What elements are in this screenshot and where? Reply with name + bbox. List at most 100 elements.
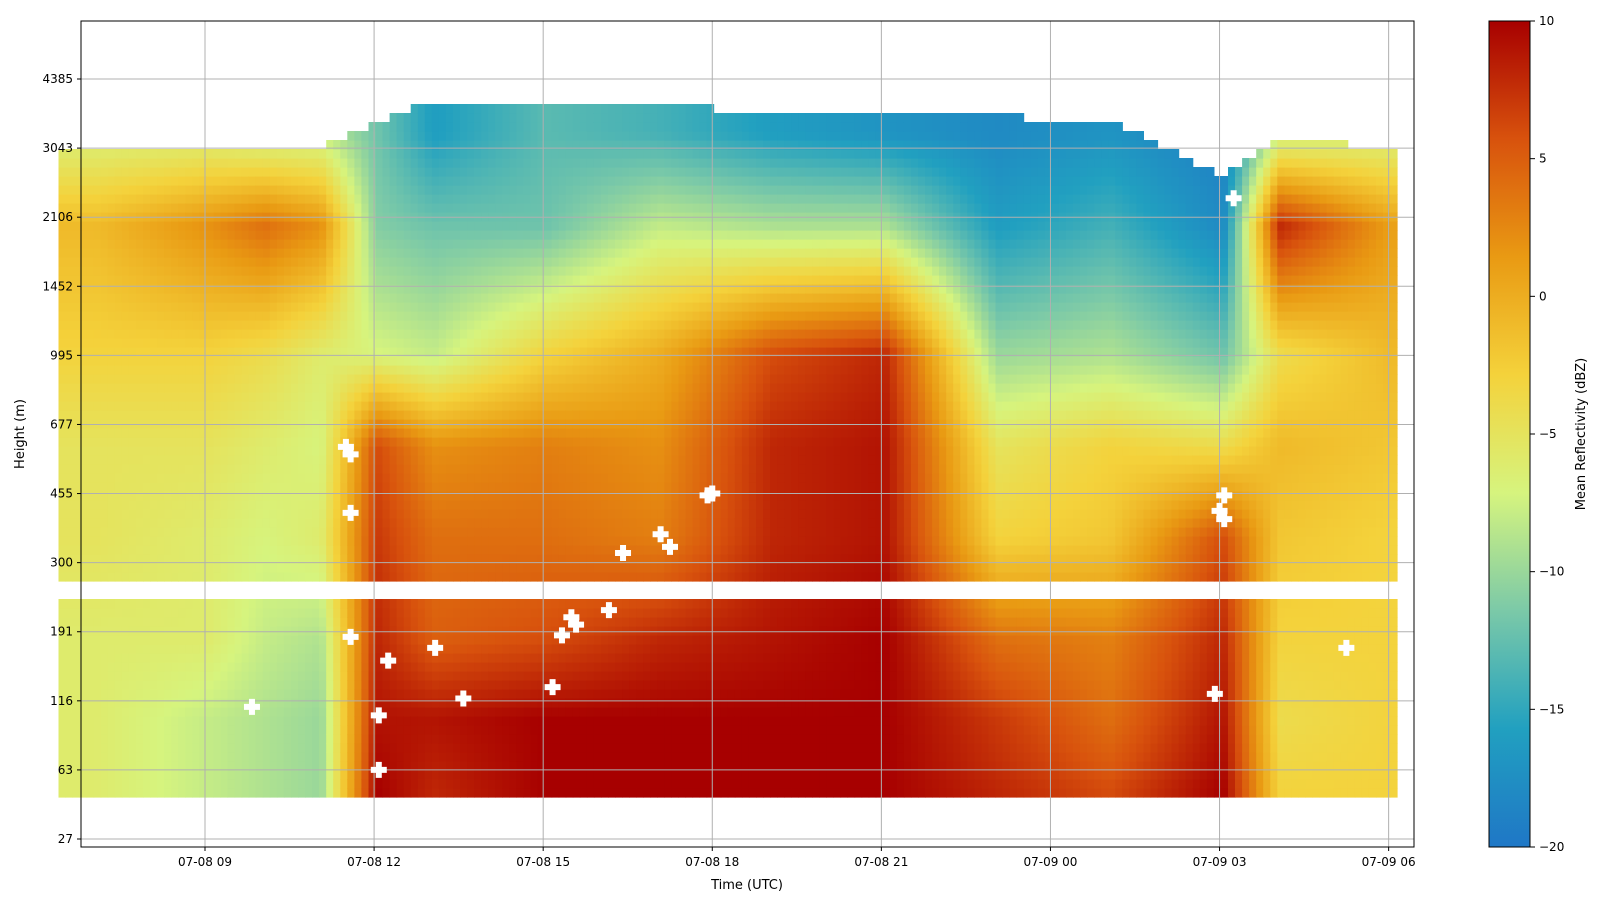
heatmap-cell: [453, 257, 461, 267]
heatmap-cell: [136, 410, 144, 420]
heatmap-cell: [276, 473, 285, 483]
heatmap-cell: [128, 356, 137, 366]
heatmap-cell: [403, 410, 412, 420]
heatmap-cell: [234, 365, 243, 375]
heatmap-cell: [424, 608, 433, 618]
heatmap-cell: [157, 230, 165, 240]
heatmap-cell: [58, 302, 67, 312]
heatmap-cell: [453, 266, 461, 276]
heatmap-cell: [72, 689, 81, 699]
heatmap-cell: [72, 617, 81, 627]
heatmap-cell: [347, 428, 355, 438]
heatmap-cell: [255, 671, 264, 681]
heatmap-cell: [333, 203, 341, 213]
heatmap-cell: [298, 356, 306, 366]
heatmap-cell: [396, 626, 405, 636]
heatmap-cell: [481, 563, 489, 573]
heatmap-cell: [86, 302, 95, 312]
heatmap-cell: [93, 761, 102, 771]
heatmap-cell: [537, 284, 546, 294]
heatmap-cell: [213, 509, 222, 519]
heatmap-cell: [255, 635, 264, 645]
heatmap-cell: [354, 554, 362, 564]
heatmap-cell: [185, 599, 193, 609]
heatmap-cell: [523, 500, 532, 510]
heatmap-cell: [382, 698, 391, 708]
heatmap-cell: [150, 356, 158, 366]
heatmap-cell: [382, 275, 391, 285]
heatmap-cell: [523, 149, 532, 159]
heatmap-cell: [206, 761, 214, 771]
heatmap-cell: [298, 509, 306, 519]
heatmap-cell: [107, 770, 116, 780]
heatmap-cell: [192, 365, 200, 375]
heatmap-cell: [114, 563, 123, 573]
heatmap-cell: [516, 275, 524, 285]
heatmap-cell: [128, 203, 137, 213]
heatmap-cell: [93, 689, 102, 699]
heatmap-cell: [276, 428, 285, 438]
heatmap-cell: [136, 752, 144, 762]
heatmap-cell: [150, 473, 158, 483]
heatmap-cell: [291, 383, 299, 393]
heatmap-cell: [220, 419, 229, 429]
heatmap-cell: [283, 734, 292, 744]
heatmap-cell: [114, 626, 123, 636]
heatmap-cell: [368, 203, 377, 213]
heatmap-cell: [262, 203, 271, 213]
heatmap-cell: [143, 392, 151, 402]
heatmap-cell: [93, 221, 102, 231]
heatmap-cell: [488, 617, 496, 627]
heatmap-cell: [178, 770, 186, 780]
heatmap-cell: [128, 707, 137, 717]
heatmap-cell: [319, 437, 327, 447]
heatmap-cell: [121, 194, 130, 204]
heatmap-cell: [164, 356, 172, 366]
heatmap-cell: [424, 761, 433, 771]
heatmap-cell: [326, 239, 334, 249]
heatmap-cell: [516, 176, 524, 186]
heatmap-cell: [121, 284, 130, 294]
heatmap-cell: [114, 644, 123, 654]
heatmap-cell: [86, 158, 95, 168]
heatmap-cell: [509, 662, 517, 672]
heatmap-cell: [107, 284, 116, 294]
heatmap-cell: [100, 509, 109, 519]
heatmap-cell: [143, 626, 151, 636]
heatmap-cell: [276, 518, 285, 528]
heatmap-cell: [354, 536, 362, 546]
heatmap-cell: [319, 347, 327, 357]
heatmap-cell: [143, 266, 151, 276]
heatmap-cell: [446, 761, 454, 771]
heatmap-cell: [396, 239, 405, 249]
heatmap-cell: [213, 329, 222, 339]
heatmap-cell: [72, 554, 81, 564]
heatmap-cell: [368, 734, 377, 744]
heatmap-cell: [312, 779, 320, 789]
heatmap-cell: [178, 392, 186, 402]
heatmap-cell: [276, 347, 285, 357]
heatmap-cell: [403, 572, 412, 582]
heatmap-cell: [72, 563, 81, 573]
heatmap-cell: [199, 311, 207, 321]
heatmap-cell: [389, 167, 398, 177]
heatmap-cell: [248, 275, 257, 285]
heatmap-cell: [446, 437, 454, 447]
heatmap-cell: [298, 788, 306, 798]
heatmap-cell: [150, 689, 158, 699]
heatmap-cell: [128, 293, 137, 303]
heatmap-cell: [516, 302, 524, 312]
heatmap-cell: [417, 230, 426, 240]
heatmap-cell: [431, 284, 440, 294]
heatmap-cell: [417, 275, 426, 285]
heatmap-cell: [509, 185, 517, 195]
heatmap-cell: [220, 554, 229, 564]
heatmap-cell: [291, 752, 299, 762]
heatmap-cell: [389, 644, 398, 654]
heatmap-cell: [502, 671, 510, 681]
heatmap-cell: [220, 338, 229, 348]
heatmap-cell: [326, 626, 334, 636]
heatmap-cell: [58, 626, 67, 636]
heatmap-cell: [417, 563, 426, 573]
heatmap-cell: [227, 599, 236, 609]
